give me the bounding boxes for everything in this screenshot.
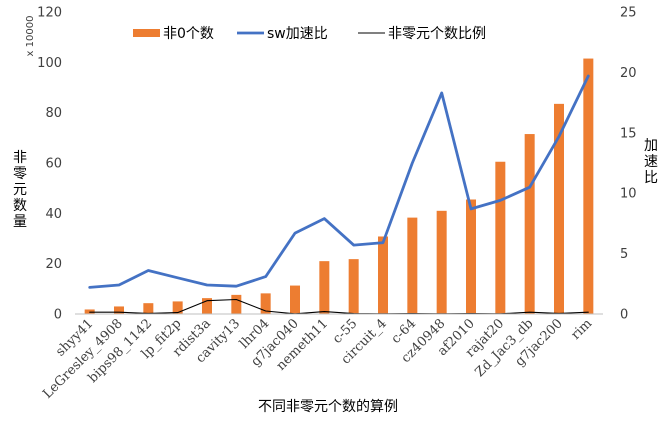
category-label-17: rim [569, 316, 596, 343]
bar-0-10 [378, 236, 388, 314]
right-axis-title-char-1: 速 [644, 154, 658, 170]
legend: 非0个数 sw加速比 非零元个数比例 [133, 26, 486, 42]
bar-0-12 [436, 210, 447, 314]
right-axis-ticks: 0 5 10 15 20 25 [620, 6, 637, 323]
bar-0-4 [202, 298, 212, 314]
bar-0-16 [554, 103, 564, 314]
legend-label-0: 非0个数 [163, 26, 214, 42]
left-tick-label-5: 100 [37, 56, 62, 71]
right-tick-label-0: 0 [620, 308, 628, 323]
left-tick-label-3: 60 [45, 157, 62, 172]
bar-0-13 [466, 199, 476, 314]
category-labels: shyy41LeGresley_4908bips98_1142lp_fit2pr… [40, 316, 595, 402]
line-series-0 [88, 74, 590, 289]
bar-0-15 [524, 134, 535, 314]
left-tick-label-4: 80 [45, 106, 62, 121]
bar-0-5 [231, 294, 242, 314]
left-tick-label-1: 20 [45, 257, 62, 272]
x-axis-title: 不同非零元个数的算例 [258, 399, 398, 415]
left-axis-title-char-0: 非 [13, 150, 27, 166]
bar-0-9 [348, 259, 359, 314]
bar-0-6 [260, 293, 271, 314]
bar-0-17 [583, 58, 594, 314]
left-axis-title-char-4: 量 [13, 214, 27, 230]
right-axis-title-char-2: 比 [644, 170, 658, 186]
bar-series [84, 58, 594, 314]
bar-0-7 [290, 285, 300, 314]
left-axis-unit: x 10000 [25, 16, 36, 57]
right-axis-title-char-0: 加 [644, 138, 658, 154]
bar-0-2 [143, 303, 154, 314]
bar-0-14 [495, 161, 506, 314]
left-axis-title-char-3: 数 [13, 198, 27, 214]
right-tick-label-4: 20 [620, 66, 637, 81]
left-tick-label-0: 0 [54, 308, 62, 323]
right-tick-label-5: 25 [620, 6, 637, 21]
bar-0-11 [407, 217, 418, 314]
right-tick-label-3: 15 [620, 126, 637, 141]
left-axis-title-char-1: 零 [13, 166, 27, 182]
left-tick-label-2: 40 [45, 207, 62, 222]
right-tick-label-1: 5 [620, 247, 628, 262]
legend-label-2: 非零元个数比例 [388, 26, 486, 42]
left-tick-label-6: 120 [37, 6, 62, 21]
line-series-group [88, 74, 590, 315]
left-axis-ticks: 0 20 40 60 80 100 120 [37, 6, 62, 323]
bar-0-3 [172, 301, 183, 314]
legend-label-1: sw加速比 [267, 26, 328, 42]
bar-0-8 [319, 261, 330, 314]
legend-swatch-0 [133, 29, 160, 37]
left-axis-title-char-2: 元 [13, 182, 27, 198]
bar-0-1 [114, 306, 124, 314]
line-series-1 [89, 298, 589, 315]
right-axis-title: 加速比 [644, 138, 658, 186]
right-tick-label-2: 10 [620, 187, 637, 202]
